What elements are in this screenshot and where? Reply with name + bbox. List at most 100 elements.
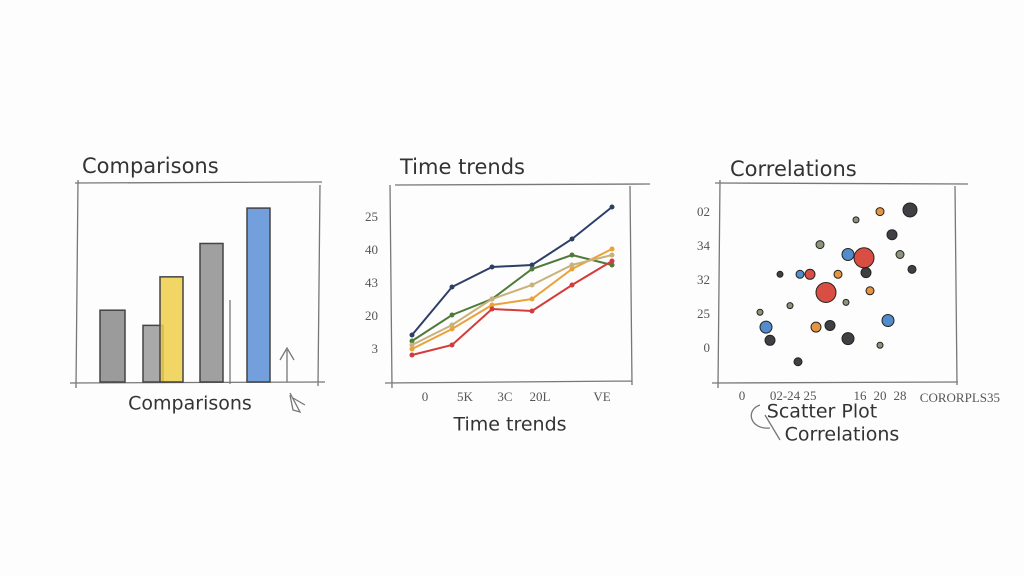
scatter-point — [756, 308, 764, 316]
scatter-point — [776, 270, 784, 278]
line-point — [609, 252, 615, 258]
y-tick-label: 43 — [365, 275, 378, 290]
panel-caption: Comparisons — [128, 393, 252, 415]
x-tick-label: 3C — [497, 389, 512, 404]
scatter-point — [786, 302, 794, 310]
scatter-point — [759, 320, 773, 334]
x-tick-label: 20L — [530, 389, 551, 404]
line-series — [411, 248, 613, 350]
scatter-point — [895, 250, 905, 259]
line-point — [529, 262, 535, 268]
line-point — [409, 342, 415, 348]
line-series — [411, 260, 613, 356]
scatter-point — [852, 216, 860, 224]
scatter-point — [815, 281, 837, 303]
x-tick-label: 5K — [457, 389, 474, 404]
scatter-point — [795, 269, 805, 279]
line-point — [569, 236, 575, 242]
scatter-point — [902, 202, 918, 218]
scatter-point — [764, 334, 776, 346]
x-tick-label: 02-24 — [770, 388, 801, 403]
panel-frame — [384, 183, 651, 389]
line-point — [489, 302, 495, 308]
bar — [159, 276, 184, 383]
x-tick-label: 20 — [874, 388, 887, 403]
panel-caption: Scatter Plot — [767, 401, 877, 423]
bar — [199, 242, 224, 383]
panel-frame — [711, 179, 969, 389]
scatter-point — [810, 321, 822, 333]
panel-title: Correlations — [730, 157, 857, 181]
x-tick-label: 28 — [894, 388, 907, 403]
y-tick-label: 40 — [365, 242, 378, 257]
scatter-point — [824, 319, 836, 331]
x-tick-label: 0 — [422, 389, 429, 404]
scatter-point — [886, 229, 898, 241]
line-series — [411, 254, 613, 346]
line-point — [489, 296, 495, 302]
scatter-point — [860, 267, 872, 279]
x-tick-label: 25 — [804, 388, 817, 403]
line-point — [529, 308, 535, 314]
y-tick-label: 34 — [697, 238, 711, 253]
panel-frame — [69, 179, 326, 389]
scatter-point — [804, 268, 816, 280]
y-tick-label: 25 — [697, 306, 710, 321]
line-point — [609, 204, 615, 210]
line-point — [569, 282, 575, 288]
scatter-point — [875, 207, 885, 217]
line-point — [609, 246, 615, 252]
panel-title: Comparisons — [82, 154, 219, 178]
line-point — [409, 338, 415, 344]
line-point — [449, 312, 455, 318]
line-series — [411, 206, 613, 336]
scatter-point — [842, 298, 850, 306]
line-point — [569, 262, 575, 268]
scatter-point — [865, 286, 875, 296]
y-tick-label: 25 — [365, 209, 378, 224]
x-tick-label: 0 — [739, 388, 746, 403]
line-point — [529, 296, 535, 302]
x-tick-label: VE — [593, 389, 610, 404]
line-point — [449, 342, 455, 348]
line-point — [409, 332, 415, 338]
line-point — [569, 266, 575, 272]
scatter-point — [815, 240, 825, 250]
scatter-point — [853, 247, 875, 269]
panel-caption: Time trends — [452, 414, 566, 436]
line-point — [609, 262, 615, 268]
y-tick-label: 02 — [697, 204, 710, 219]
scatter-point — [876, 341, 884, 349]
line-point — [569, 252, 575, 258]
y-tick-label: 3 — [372, 341, 379, 356]
line-series — [411, 253, 613, 342]
line-point — [449, 326, 455, 332]
line-point — [449, 322, 455, 328]
panel-caption: Correlations — [785, 424, 900, 446]
scatter-point — [881, 314, 895, 327]
bar — [246, 207, 271, 383]
panel-title: Time trends — [399, 155, 525, 179]
line-point — [409, 352, 415, 358]
side-note: CORORPLS35 — [920, 390, 1000, 405]
magnifier-sketch — [750, 404, 781, 441]
bar — [99, 309, 126, 383]
scatter-point — [793, 357, 803, 367]
scatter-point — [841, 248, 855, 261]
y-tick-label: 20 — [365, 308, 378, 323]
line-point — [609, 258, 615, 264]
line-point — [409, 346, 415, 352]
cursor-sketch — [279, 346, 306, 414]
line-point — [489, 264, 495, 270]
scatter-point — [907, 264, 917, 274]
x-tick-label: 16 — [854, 388, 868, 403]
y-tick-label: 0 — [704, 340, 711, 355]
y-tick-label: 32 — [697, 272, 710, 287]
line-point — [489, 306, 495, 312]
line-point — [529, 266, 535, 272]
line-point — [449, 284, 455, 290]
scatter-point — [833, 269, 843, 279]
scatter-point — [841, 332, 855, 346]
line-point — [529, 282, 535, 288]
